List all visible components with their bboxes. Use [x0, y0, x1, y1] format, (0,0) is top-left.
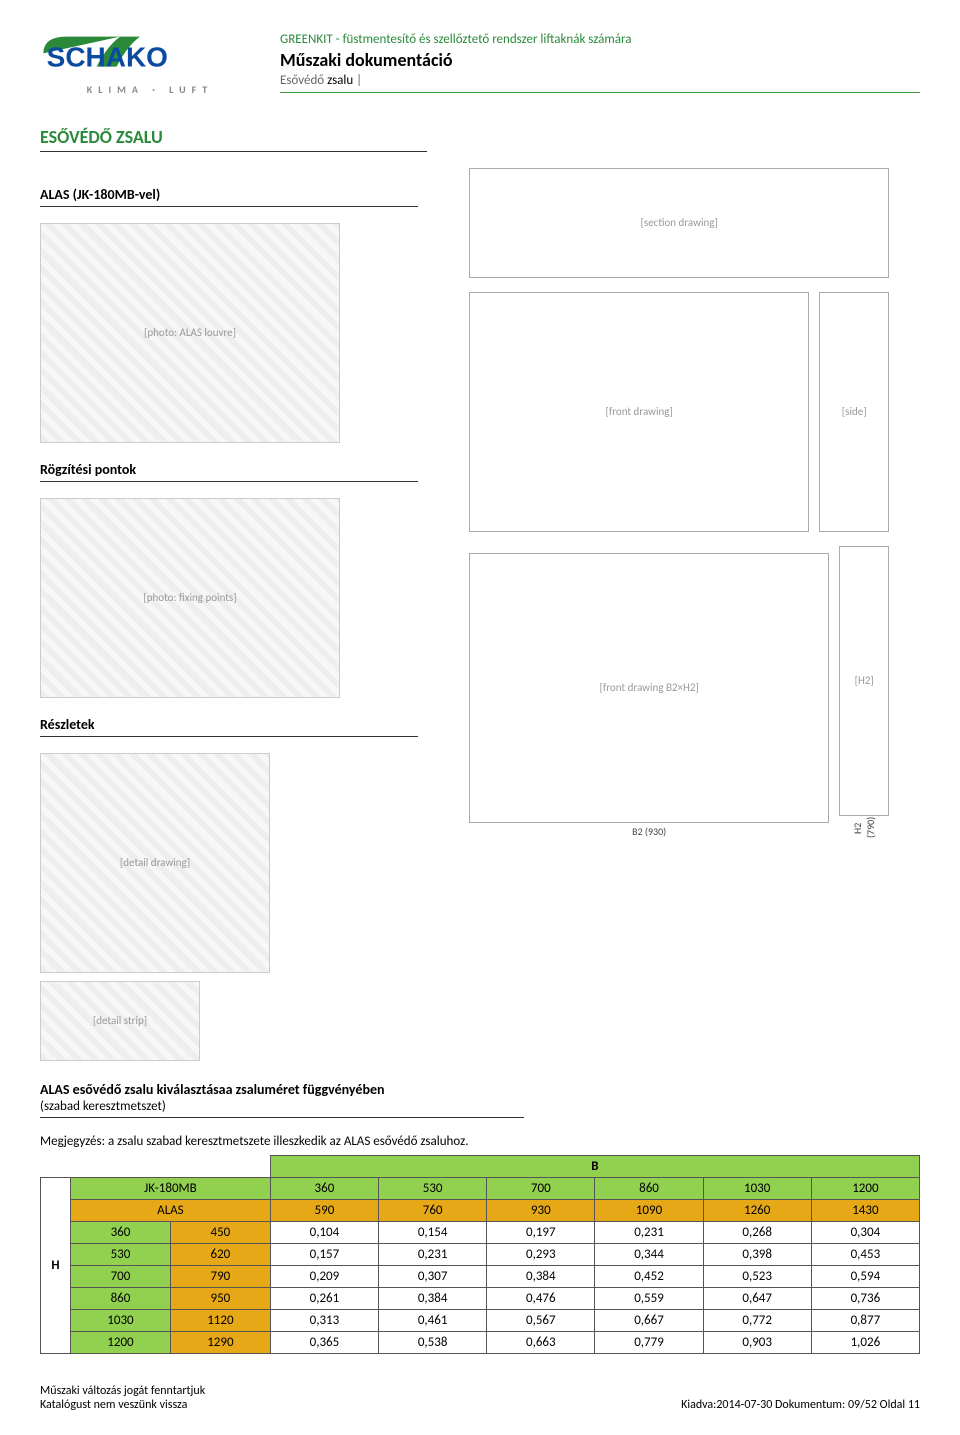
table-row: 120012900,3650,5380,6630,7790,9031,026 [41, 1331, 920, 1353]
alas-rule [40, 206, 418, 207]
jk-col: 360 [270, 1177, 378, 1199]
jk-col: 700 [487, 1177, 595, 1199]
page-header: SCHAKO KLIMA · LUFT GREENKIT - füstmente… [40, 30, 920, 96]
jk-col: 1030 [703, 1177, 811, 1199]
selection-rule [40, 1117, 524, 1118]
tech-drawing-section: [section drawing] [469, 168, 889, 278]
alas-col: 760 [379, 1199, 487, 1221]
jk-col: 1200 [811, 1177, 919, 1199]
table-row: 7007900,2090,3070,3840,4520,5230,594 [41, 1265, 920, 1287]
photo-fixing: [photo: fixing points] [40, 498, 340, 698]
footer-right: Kiadva:2014-07-30 Dokumentum: 09/52 Olda… [681, 1398, 920, 1412]
b-header: B [270, 1155, 919, 1177]
dim-b2: B2 (930) [469, 825, 829, 838]
header-line2: Műszaki dokumentáció [280, 49, 920, 71]
alas-col: 1090 [595, 1199, 703, 1221]
alas-col: 1260 [703, 1199, 811, 1221]
fixing-title: Rögzítési pontok [40, 461, 418, 478]
tech-drawing-front-2: [front drawing B2×H2] [469, 553, 829, 823]
detail-drawing-2: [detail strip] [40, 981, 200, 1061]
fixing-rule [40, 481, 418, 482]
table-row-alas: ALAS 590 760 930 1090 1260 1430 [41, 1199, 920, 1221]
main-title: ESŐVÉDŐ ZSALU [40, 126, 920, 148]
page-footer: Műszaki változás jogát fenntartjuk Katal… [40, 1384, 920, 1412]
table-row: 103011200,3130,4610,5670,6670,7720,877 [41, 1309, 920, 1331]
h-header: H [41, 1177, 71, 1353]
jk-col: 860 [595, 1177, 703, 1199]
alas-col: 1430 [811, 1199, 919, 1221]
table-row-jk: H JK-180MB 360 530 700 860 1030 1200 [41, 1177, 920, 1199]
header-line3: Esővédő zsalu | [280, 73, 920, 88]
header-text: GREENKIT - füstmentesítő és szellőztető … [280, 30, 920, 93]
table-row: 5306200,1570,2310,2930,3440,3980,453 [41, 1243, 920, 1265]
photo-alas: [photo: ALAS louvre] [40, 223, 340, 443]
table-row-b-header: B [41, 1155, 920, 1177]
header-rule [280, 92, 920, 93]
tech-drawing-front-1: [front drawing] [469, 292, 809, 532]
table-row: 3604500,1040,1540,1970,2310,2680,304 [41, 1221, 920, 1243]
table-row: 8609500,2610,3840,4760,5590,6470,736 [41, 1287, 920, 1309]
alas-label: ALAS [71, 1199, 271, 1221]
title-rule [40, 151, 427, 152]
detail-drawing-1: [detail drawing] [40, 753, 270, 973]
dim-h2: H2 (790) [851, 818, 877, 838]
logo-block: SCHAKO KLIMA · LUFT [40, 30, 260, 96]
svg-text:SCHAKO: SCHAKO [47, 42, 168, 73]
selection-subtitle: (szabad keresztmetszet) [40, 1099, 920, 1114]
selection-table: B H JK-180MB 360 530 700 860 1030 1200 A… [40, 1155, 920, 1354]
details-rule [40, 736, 418, 737]
schako-logo: SCHAKO [40, 30, 240, 77]
logo-subtext: KLIMA · LUFT [40, 83, 260, 96]
alas-title: ALAS (JK-180MB-vel) [40, 186, 418, 203]
alas-col: 930 [487, 1199, 595, 1221]
alas-col: 590 [270, 1199, 378, 1221]
jk-label: JK-180MB [71, 1177, 271, 1199]
tech-drawing-side-1: [side] [819, 292, 889, 532]
jk-col: 530 [379, 1177, 487, 1199]
footer-left-1: Műszaki változás jogát fenntartjuk [40, 1384, 205, 1398]
selection-note: Megjegyzés: a zsalu szabad keresztmetsze… [40, 1134, 920, 1149]
tech-drawing-side-2: [H2] [839, 546, 889, 816]
selection-title: ALAS esővédő zsalu kiválasztásaa zsalumé… [40, 1081, 920, 1098]
header-line1: GREENKIT - füstmentesítő és szellőztető … [280, 32, 920, 47]
details-title: Részletek [40, 716, 418, 733]
footer-left-2: Katalógust nem veszünk vissza [40, 1398, 205, 1412]
